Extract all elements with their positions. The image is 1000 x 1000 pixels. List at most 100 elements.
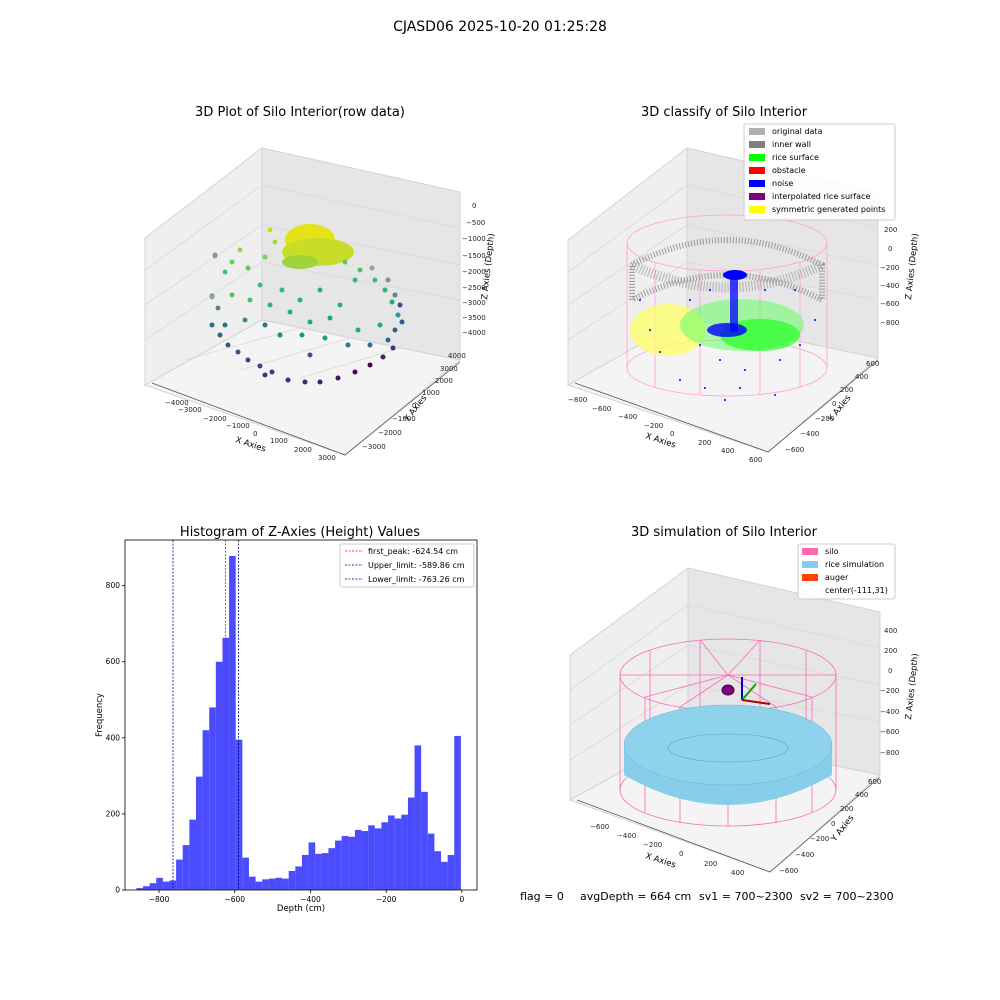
classify-z-tick: −800 — [880, 319, 899, 327]
classify-legend: original data inner wall rice surface ob… — [743, 123, 896, 221]
histogram-bar — [275, 877, 283, 890]
histogram-bar — [427, 833, 435, 890]
simulation-y-tick: 400 — [855, 791, 868, 799]
raw-z-axis-label: Z Axies (Depth) — [480, 233, 497, 300]
histogram-bar — [328, 848, 336, 890]
histogram-bar — [288, 870, 296, 890]
legend-label: Upper_limit: -589.86 cm — [368, 561, 465, 570]
histogram-bar — [248, 876, 256, 890]
histogram-bar — [222, 637, 230, 890]
classify-rice-surface — [680, 299, 804, 351]
raw-z-tick: −3500 — [462, 314, 486, 322]
classify-x-tick: −800 — [568, 396, 587, 404]
classify-legend-box — [743, 123, 896, 221]
simulation-z-tick: 0 — [888, 667, 892, 675]
simulation-axis-lines — [576, 776, 881, 873]
raw-z-tick: −3000 — [462, 299, 486, 307]
simulation-z-axis-label: Z Axies (Depth) — [904, 653, 921, 720]
classify-x-tick: 200 — [698, 439, 711, 447]
histogram-bar — [176, 859, 183, 890]
classify-inner-wall — [629, 237, 825, 305]
legend-label: interpolated rice surface — [772, 192, 870, 201]
simulation-z-tick: −800 — [880, 749, 899, 757]
classify-3d-panel: 3D classify of Silo Interior — [566, 105, 921, 464]
raw-y-tick: −2000 — [378, 429, 402, 437]
classify-y-tick: 400 — [855, 373, 868, 381]
simulation-z-tick: 200 — [884, 647, 897, 655]
histogram-bar — [142, 886, 150, 890]
simulation-legend-box — [797, 543, 896, 600]
histogram-bar — [189, 819, 196, 890]
simulation-z-tick: −200 — [880, 687, 899, 695]
raw-x-ticks: −4000 −3000 −2000 −1000 0 1000 2000 3000 — [165, 399, 336, 462]
legend-label: auger — [825, 573, 849, 582]
histogram-x-tick-label: 0 — [459, 895, 464, 904]
raw-x-tick: −4000 — [165, 399, 189, 407]
classify-axis-lines — [574, 359, 879, 453]
histogram-bar — [262, 879, 269, 890]
classify-z-tick: −400 — [880, 282, 899, 290]
raw-z-tick: −4000 — [462, 329, 486, 337]
raw-axis-lines — [151, 361, 461, 456]
simulation-x-axis-label: X Axies — [644, 851, 677, 870]
histogram-y-tick-label: 400 — [106, 733, 121, 742]
raw-z-tick: −2000 — [462, 268, 486, 276]
raw-x-tick: 1000 — [270, 437, 288, 445]
histogram-bar — [195, 776, 203, 890]
classify-panel-title: 3D classify of Silo Interior — [641, 105, 808, 120]
simulation-x-tick: −200 — [643, 841, 662, 849]
classify-noise-points — [639, 270, 816, 401]
classify-y-tick: 0 — [832, 400, 836, 408]
legend-label: rice surface — [772, 153, 819, 162]
classify-y-tick: −200 — [815, 415, 834, 423]
classify-z-tick: 200 — [884, 226, 897, 234]
raw-x-tick: 0 — [253, 430, 257, 438]
legend-label: obstacle — [772, 166, 806, 175]
classify-y-tick: −600 — [785, 446, 804, 454]
simulation-gridlines — [569, 604, 881, 761]
raw-panel-title: 3D Plot of Silo Interior(row data) — [195, 105, 405, 120]
classify-z-tick: 0 — [888, 245, 892, 253]
simulation-x-tick: 0 — [679, 850, 683, 858]
histogram-y-tick-label: 600 — [106, 657, 121, 666]
histogram-x-tick-label: −200 — [376, 895, 397, 904]
raw-x-tick: −3000 — [178, 406, 202, 414]
status-sv1: sv1 = 700~2300 — [699, 890, 793, 903]
classify-z-tick: −600 — [880, 300, 899, 308]
histogram-bar — [341, 835, 349, 890]
status-sv2: sv2 = 700~2300 — [800, 890, 894, 903]
histogram-bar — [421, 791, 428, 890]
legend-swatch-interpolated-rice-surface — [749, 193, 765, 200]
classify-y-tick: −400 — [800, 430, 819, 438]
histogram-y-tick-label: 800 — [106, 581, 121, 590]
classify-z-axis-label: Z Axies (Depth) — [904, 233, 921, 300]
raw-z-ticks: 0 −500 −1000 −1500 −2000 −2500 −3000 −35… — [462, 202, 486, 337]
raw-y-ticks: −3000 −2000 −1000 0 1000 2000 3000 4000 — [362, 352, 466, 451]
classify-y-tick: 200 — [840, 386, 853, 394]
raw-y-tick: 2000 — [435, 377, 453, 385]
status-flag: flag = 0 — [520, 890, 564, 903]
histogram-bar — [169, 880, 177, 890]
histogram-y-axis-label: Frequency — [95, 693, 105, 737]
classify-x-tick: 400 — [721, 447, 734, 455]
histogram-bar — [242, 857, 249, 890]
raw-z-tick: −2500 — [462, 284, 486, 292]
histogram-bar — [374, 828, 382, 890]
status-line: flag = 0 avgDepth = 664 cm sv1 = 700~230… — [520, 890, 894, 903]
simulation-x-tick: 200 — [704, 860, 717, 868]
histogram-bar — [182, 845, 190, 890]
simulation-auger-marker — [721, 677, 771, 705]
raw-y-tick: 4000 — [448, 352, 466, 360]
histogram-bar — [354, 829, 362, 890]
simulation-z-ticks: 400 200 0 −200 −400 −600 −800 — [880, 627, 899, 757]
histogram-bar — [388, 815, 395, 890]
histogram-x-ticks: −800 −600 −400 −200 0 — [149, 890, 464, 904]
simulation-y-ticks: −600 −400 −200 0 200 400 600 — [779, 778, 881, 875]
histogram-bar — [348, 836, 355, 890]
histogram-bar — [434, 851, 442, 890]
histogram-y-ticks: 0 200 400 600 800 — [106, 581, 125, 895]
simulation-x-tick: 400 — [731, 869, 744, 877]
histogram-bar — [454, 735, 461, 890]
classify-x-tick: −400 — [618, 413, 637, 421]
histogram-x-tick-label: −400 — [300, 895, 321, 904]
